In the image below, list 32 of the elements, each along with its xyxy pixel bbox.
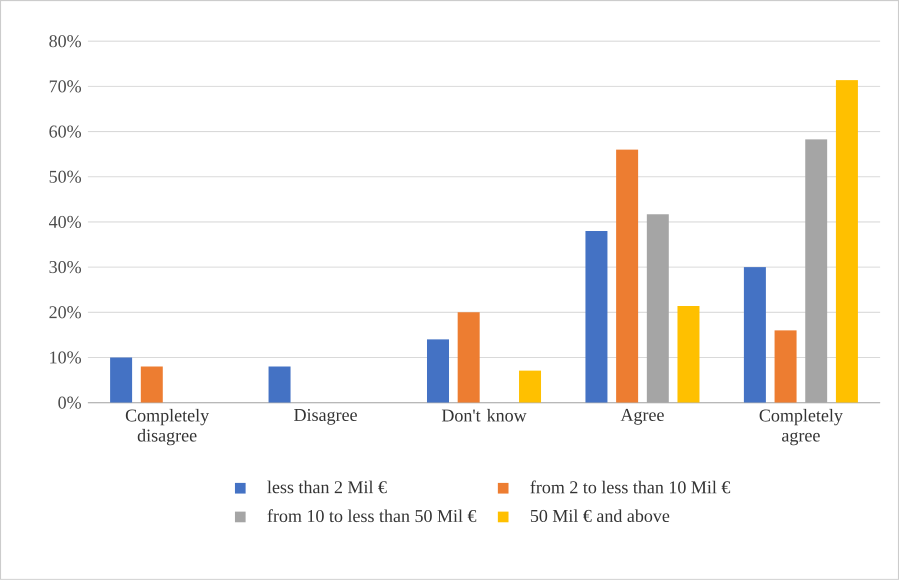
x-tick-label: Completely disagree (126, 408, 210, 446)
x-tick-label: Agree (620, 408, 664, 425)
y-tick-label: 10% (50, 351, 82, 364)
legend-label: 50 Mil € and above (530, 509, 670, 522)
y-tick-label: 30% (49, 261, 82, 274)
bar (519, 370, 542, 403)
legend-label: from 2 to less than 10 Mil € (530, 480, 730, 494)
y-tick-label: 20% (49, 306, 82, 318)
bar (646, 214, 669, 403)
x-tick-label: Disagree (294, 408, 357, 425)
y-tick-label: 60% (49, 126, 82, 138)
x-tick-label: Don't know (442, 408, 527, 422)
bar (458, 312, 480, 403)
y-tick-label: 70% (50, 80, 82, 93)
y-tick-label: 40% (48, 216, 82, 228)
y-tick-label: 80% (49, 35, 82, 48)
bar (677, 306, 700, 403)
bar (805, 139, 828, 403)
x-tick-label: Completely agree (760, 408, 843, 446)
bar (426, 339, 450, 403)
bar (585, 231, 608, 403)
bar (616, 150, 638, 403)
bar (744, 267, 766, 403)
bar (774, 330, 797, 403)
bar (836, 80, 858, 403)
y-tick-label: 0% (58, 396, 82, 409)
bar (110, 358, 132, 403)
bar (268, 366, 291, 403)
legend-label: from 10 to less than 50 Mil € (268, 509, 476, 522)
y-tick-label: 50% (50, 170, 82, 183)
bar (140, 366, 163, 403)
legend-label: less than 2 Mil € (267, 480, 387, 494)
